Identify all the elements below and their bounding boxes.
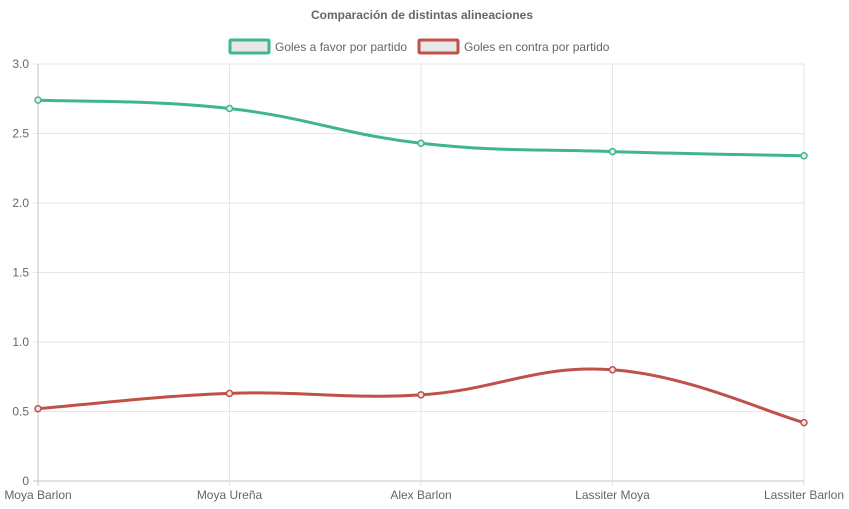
data-point[interactable] xyxy=(417,139,425,147)
y-tick-label: 1.5 xyxy=(12,266,29,280)
legend-item-goles-a-favor[interactable]: Goles a favor por partido xyxy=(228,38,407,55)
data-point[interactable] xyxy=(225,389,234,398)
legend-label-goles-en-contra: Goles en contra por partido xyxy=(464,40,610,54)
legend-item-goles-en-contra[interactable]: Goles en contra por partido xyxy=(417,38,610,55)
data-point[interactable] xyxy=(34,96,42,104)
x-tick-label: Alex Barlon xyxy=(390,488,451,502)
data-point[interactable] xyxy=(608,147,617,156)
data-point[interactable] xyxy=(608,366,617,374)
x-tick-label: Lassiter Moya xyxy=(575,488,650,502)
series-goles-a-favor xyxy=(34,96,808,160)
y-tick-label: 0.5 xyxy=(12,405,29,419)
legend: Goles a favor por partido Goles en contr… xyxy=(228,38,610,55)
x-tick-label: Lassiter Barlon xyxy=(764,488,844,502)
data-point[interactable] xyxy=(800,418,808,427)
axes xyxy=(33,64,804,486)
x-tick-labels: Moya Barlon Moya Ureña Alex Barlon Lassiter… xyxy=(4,488,844,502)
chart-title: Comparación de distintas alineaciones xyxy=(311,8,533,22)
grid xyxy=(33,63,805,486)
series xyxy=(34,96,808,427)
data-point[interactable] xyxy=(225,104,234,113)
y-tick-labels: 0 0.5 1.0 1.5 2.0 2.5 3.0 xyxy=(12,57,29,488)
y-tick-label: 2.0 xyxy=(12,196,29,210)
x-tick-label: Moya Ureña xyxy=(197,488,263,502)
y-tick-label: 0 xyxy=(22,474,29,488)
series-goles-en-contra xyxy=(34,366,808,427)
data-point[interactable] xyxy=(800,151,808,160)
x-tick-label: Moya Barlon xyxy=(4,488,71,502)
legend-label-goles-a-favor: Goles a favor por partido xyxy=(275,40,407,54)
legend-swatch-goles-en-contra xyxy=(417,38,460,55)
y-tick-label: 1.0 xyxy=(12,335,29,349)
y-tick-label: 2.5 xyxy=(12,127,29,141)
data-point[interactable] xyxy=(417,391,425,399)
y-tick-label: 3.0 xyxy=(12,57,29,71)
data-point[interactable] xyxy=(34,404,42,413)
legend-swatch-goles-a-favor xyxy=(228,38,271,55)
